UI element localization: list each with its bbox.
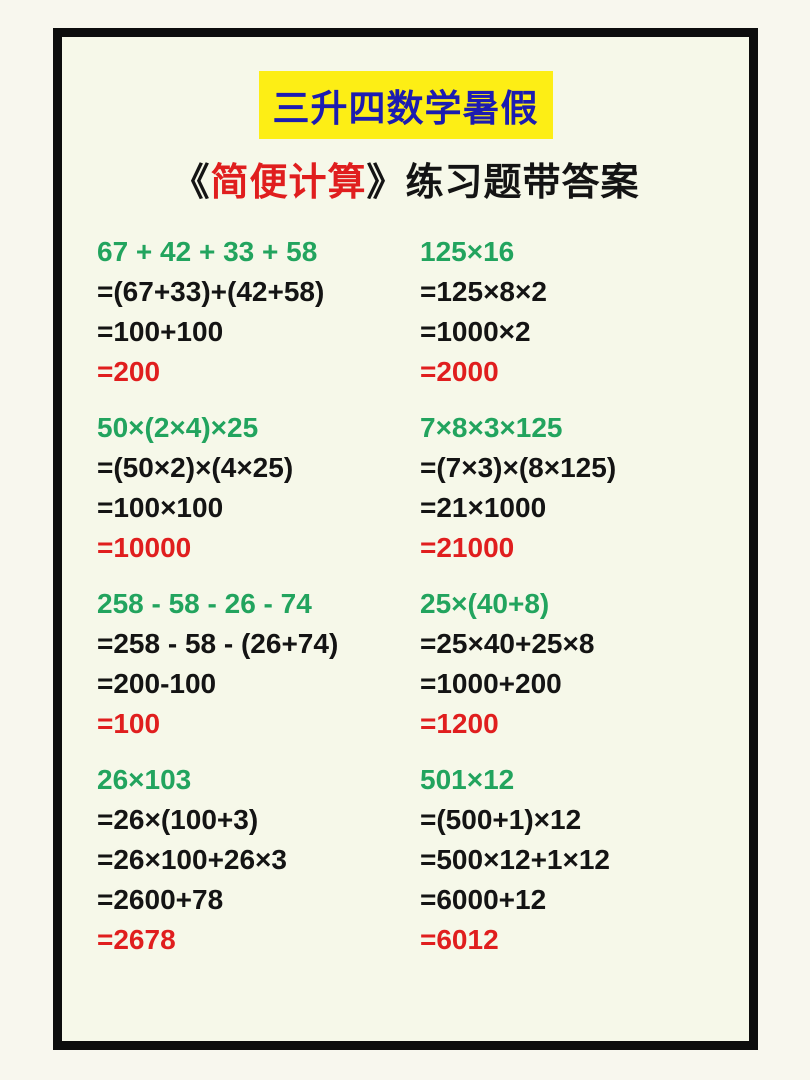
problem-step: =100+100 xyxy=(97,316,224,347)
problem-expression: 258 - 58 - 26 - 74 xyxy=(97,588,312,619)
subtitle-close-bracket: 》 xyxy=(366,162,406,204)
problem-step: =(50×2)×(4×25) xyxy=(97,452,294,483)
problem-step: =(67+33)+(42+58) xyxy=(97,276,325,307)
problem-step: =125×8×2 xyxy=(420,276,547,307)
problem-answer: =1200 xyxy=(420,708,499,739)
problem-block-7: 26×103 =26×(100+3) =26×100+26×3 =2600+78… xyxy=(97,760,420,960)
problem-block-5: 258 - 58 - 26 - 74 =258 - 58 - (26+74) =… xyxy=(97,584,420,744)
problem-step: =200-100 xyxy=(97,668,217,699)
problem-step: =21×1000 xyxy=(420,492,547,523)
problem-step: =2600+78 xyxy=(97,884,224,915)
problem-block-6: 25×(40+8) =25×40+25×8 =1000+200 =1200 xyxy=(420,584,739,744)
problem-answer: =200 xyxy=(97,356,161,387)
problem-expression: 67 + 42 + 33 + 58 xyxy=(97,236,318,267)
subtitle-highlight: 简便计算 xyxy=(210,162,367,204)
problem-block-1: 67 + 42 + 33 + 58 =(67+33)+(42+58) =100+… xyxy=(97,232,420,392)
problem-block-8: 501×12 =(500+1)×12 =500×12+1×12 =6000+12… xyxy=(420,760,739,960)
problem-step: =6000+12 xyxy=(420,884,547,915)
problem-step: =500×12+1×12 xyxy=(420,844,610,875)
problem-expression: 25×(40+8) xyxy=(420,588,550,619)
problem-expression: 7×8×3×125 xyxy=(420,412,563,443)
problem-step: =26×(100+3) xyxy=(97,804,259,835)
problem-expression: 125×16 xyxy=(420,236,515,267)
problem-answer: =21000 xyxy=(420,532,515,563)
problems-grid: 67 + 42 + 33 + 58 =(67+33)+(42+58) =100+… xyxy=(62,206,749,976)
problem-answer: =10000 xyxy=(97,532,192,563)
problem-expression: 501×12 xyxy=(420,764,515,795)
problem-step: =26×100+26×3 xyxy=(97,844,287,875)
problem-step: =1000+200 xyxy=(420,668,562,699)
problem-block-2: 125×16 =125×8×2 =1000×2 =2000 xyxy=(420,232,739,392)
problem-answer: =2678 xyxy=(97,924,176,955)
problem-block-3: 50×(2×4)×25 =(50×2)×(4×25) =100×100 =100… xyxy=(97,408,420,568)
page-subtitle: 《简便计算》练习题带答案 xyxy=(62,151,749,206)
problem-block-4: 7×8×3×125 =(7×3)×(8×125) =21×1000 =21000 xyxy=(420,408,739,568)
problem-answer: =6012 xyxy=(420,924,499,955)
subtitle-open-bracket: 《 xyxy=(171,162,211,204)
problem-answer: =100 xyxy=(97,708,161,739)
problem-step: =(7×3)×(8×125) xyxy=(420,452,617,483)
problem-step: =(500+1)×12 xyxy=(420,804,582,835)
problem-expression: 26×103 xyxy=(97,764,192,795)
problem-step: =25×40+25×8 xyxy=(420,628,595,659)
worksheet-header: 三升四数学暑假 《简便计算》练习题带答案 xyxy=(62,37,749,206)
subtitle-rest: 练习题带答案 xyxy=(405,162,640,204)
problem-step: =100×100 xyxy=(97,492,224,523)
page-title: 三升四数学暑假 xyxy=(258,71,553,139)
problem-expression: 50×(2×4)×25 xyxy=(97,412,259,443)
problem-step: =1000×2 xyxy=(420,316,531,347)
problem-answer: =2000 xyxy=(420,356,499,387)
worksheet-frame: 三升四数学暑假 《简便计算》练习题带答案 67 + 42 + 33 + 58 =… xyxy=(53,28,758,1050)
problem-step: =258 - 58 - (26+74) xyxy=(97,628,339,659)
